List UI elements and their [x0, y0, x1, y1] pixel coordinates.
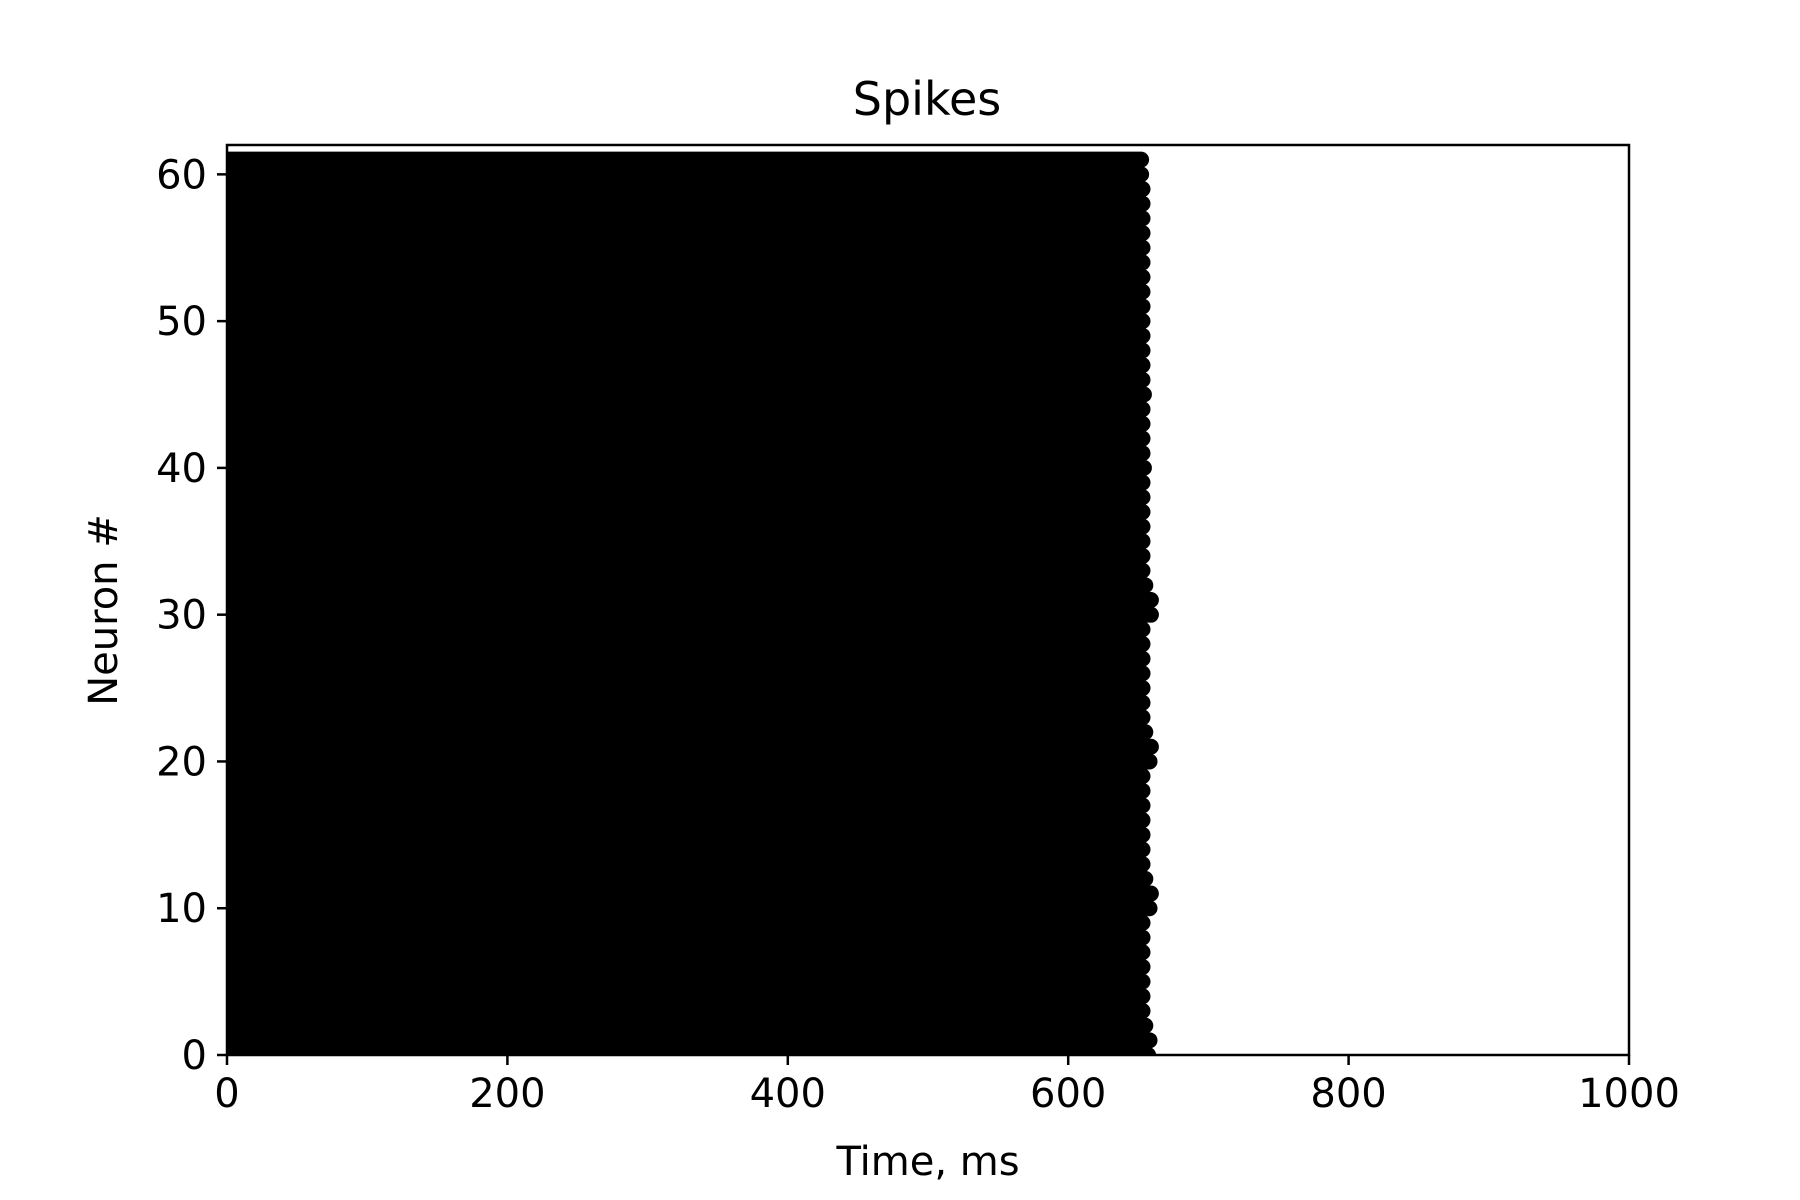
- last-spike-neuron-4: [1135, 989, 1150, 1004]
- last-spike-neuron-28: [1135, 637, 1150, 652]
- last-spike-neuron-38: [1135, 490, 1150, 505]
- last-spike-neuron-13: [1135, 857, 1150, 872]
- x-tick-label: 1000: [1578, 1071, 1680, 1117]
- last-spike-neuron-29: [1135, 622, 1150, 637]
- last-spike-neuron-6: [1135, 959, 1150, 974]
- y-axis: 0 10 20 30 40 50 60: [156, 152, 227, 1079]
- last-spike-neuron-5: [1135, 974, 1150, 989]
- last-spike-neuron-59: [1135, 182, 1150, 197]
- last-spike-neuron-35: [1135, 534, 1150, 549]
- last-spike-neuron-54: [1135, 255, 1150, 270]
- last-spike-neuron-8: [1135, 930, 1150, 945]
- last-spike-neuron-50: [1135, 314, 1150, 329]
- last-spike-neuron-0: [1141, 1048, 1156, 1055]
- y-axis-label: Neuron #: [81, 514, 127, 706]
- last-spike-neuron-15: [1135, 827, 1150, 842]
- x-tick-label: 600: [1030, 1071, 1106, 1117]
- last-spike-neuron-14: [1135, 842, 1150, 857]
- last-spike-neuron-42: [1135, 431, 1150, 446]
- last-spike-neuron-19: [1135, 769, 1150, 784]
- last-spike-neuron-53: [1135, 270, 1150, 285]
- last-spike-neuron-16: [1135, 813, 1150, 828]
- last-spike-neuron-43: [1135, 416, 1150, 431]
- x-tick-label: 200: [469, 1071, 545, 1117]
- last-spike-neuron-55: [1135, 240, 1150, 255]
- last-spike-neuron-39: [1135, 475, 1150, 490]
- last-spike-neuron-1: [1142, 1033, 1157, 1048]
- last-spike-neuron-34: [1135, 548, 1150, 563]
- last-spike-neuron-25: [1135, 681, 1150, 696]
- last-spike-neuron-22: [1138, 725, 1153, 740]
- last-spike-neuron-46: [1135, 372, 1150, 387]
- last-spike-neuron-58: [1135, 196, 1150, 211]
- last-spike-neuron-32: [1138, 578, 1153, 593]
- last-spike-neuron-9: [1135, 915, 1150, 930]
- last-spike-neuron-3: [1135, 1003, 1150, 1018]
- last-spike-neuron-10: [1142, 901, 1157, 916]
- last-spike-neuron-56: [1135, 226, 1150, 241]
- last-spike-neuron-30: [1143, 607, 1158, 622]
- last-spike-neuron-26: [1135, 666, 1150, 681]
- last-spike-neuron-18: [1135, 783, 1150, 798]
- last-spike-neuron-57: [1135, 211, 1150, 226]
- last-spike-neuron-41: [1135, 446, 1150, 461]
- y-tick-label: 30: [156, 593, 207, 639]
- x-tick-label: 800: [1310, 1071, 1386, 1117]
- x-axis: 0 200 400 600 800 1000: [214, 1055, 1680, 1117]
- last-spike-neuron-24: [1135, 695, 1150, 710]
- last-spike-neuron-37: [1135, 504, 1150, 519]
- spike-marks: [227, 151, 1159, 1055]
- last-spike-neuron-51: [1135, 299, 1150, 314]
- y-tick-label: 20: [156, 739, 207, 785]
- last-spike-neuron-60: [1134, 167, 1149, 182]
- y-tick-label: 0: [182, 1033, 207, 1079]
- last-spike-neuron-61: [1134, 152, 1149, 167]
- last-spike-neuron-47: [1135, 358, 1150, 373]
- last-spike-neuron-31: [1143, 593, 1158, 607]
- last-spike-neuron-12: [1138, 871, 1153, 886]
- last-spike-neuron-36: [1135, 519, 1150, 534]
- last-spike-neuron-20: [1142, 754, 1157, 769]
- y-tick-label: 60: [156, 152, 207, 198]
- chart-title: Spikes: [853, 72, 1001, 126]
- last-spike-neuron-23: [1135, 710, 1150, 725]
- x-tick-label: 400: [750, 1071, 826, 1117]
- last-spike-neuron-21: [1143, 739, 1158, 754]
- last-spike-neuron-33: [1135, 563, 1150, 578]
- last-spike-neuron-11: [1143, 886, 1158, 901]
- last-spike-neuron-27: [1135, 651, 1150, 666]
- y-tick-label: 40: [156, 446, 207, 492]
- last-spike-neuron-52: [1135, 284, 1150, 299]
- plot-frame: [225, 143, 1631, 1057]
- last-spike-neuron-7: [1135, 945, 1150, 960]
- x-axis-label: Time, ms: [835, 1139, 1019, 1185]
- last-spike-neuron-2: [1138, 1018, 1153, 1033]
- last-spike-neuron-17: [1135, 798, 1150, 813]
- last-spike-neuron-40: [1136, 460, 1151, 475]
- last-spike-neuron-44: [1135, 402, 1150, 417]
- y-tick-label: 50: [156, 299, 207, 345]
- last-spike-neuron-45: [1136, 387, 1151, 402]
- x-tick-label: 0: [214, 1071, 239, 1117]
- last-spike-neuron-49: [1135, 328, 1150, 343]
- y-tick-label: 10: [156, 886, 207, 932]
- last-spike-neuron-48: [1135, 343, 1150, 358]
